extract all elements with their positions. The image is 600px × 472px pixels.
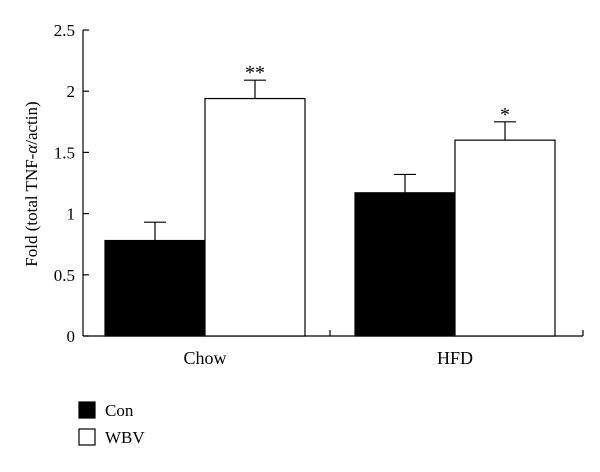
y-axis-label-suffix: /actin) bbox=[22, 101, 41, 144]
bar-wbv-chow bbox=[204, 97, 306, 337]
legend-label-con: Con bbox=[105, 401, 134, 420]
y-axis-label-prefix: Fold (total TNF- bbox=[22, 153, 41, 266]
bars bbox=[104, 97, 556, 337]
significance-marker: ** bbox=[245, 62, 265, 84]
legend-label-wbv: WBV bbox=[105, 428, 145, 447]
error-bars bbox=[144, 79, 516, 241]
y-tick-label: 1 bbox=[67, 205, 76, 224]
significance-marker: * bbox=[500, 104, 510, 126]
y-axis-label: Fold (total TNF-α/actin) bbox=[22, 101, 41, 266]
y-axis-label-symbol: α bbox=[22, 144, 41, 154]
y-tick-label: 1.5 bbox=[54, 143, 75, 162]
y-tick-label: 2 bbox=[67, 82, 76, 101]
x-tick-label: Chow bbox=[183, 348, 226, 368]
legend: Con WBV bbox=[78, 401, 145, 447]
y-tick-label: 2.5 bbox=[54, 21, 75, 40]
x-tick-label: HFD bbox=[437, 348, 473, 368]
y-tick-label: 0 bbox=[67, 327, 76, 346]
bar-con-hfd bbox=[354, 192, 456, 337]
bar-con-chow bbox=[104, 239, 206, 337]
labels: Chow ** HFD * bbox=[183, 62, 510, 368]
y-tick-label: 0.5 bbox=[54, 266, 75, 285]
bar-wbv-hfd bbox=[454, 139, 556, 337]
legend-swatch-con bbox=[78, 401, 96, 419]
legend-swatch-wbv bbox=[78, 428, 96, 446]
